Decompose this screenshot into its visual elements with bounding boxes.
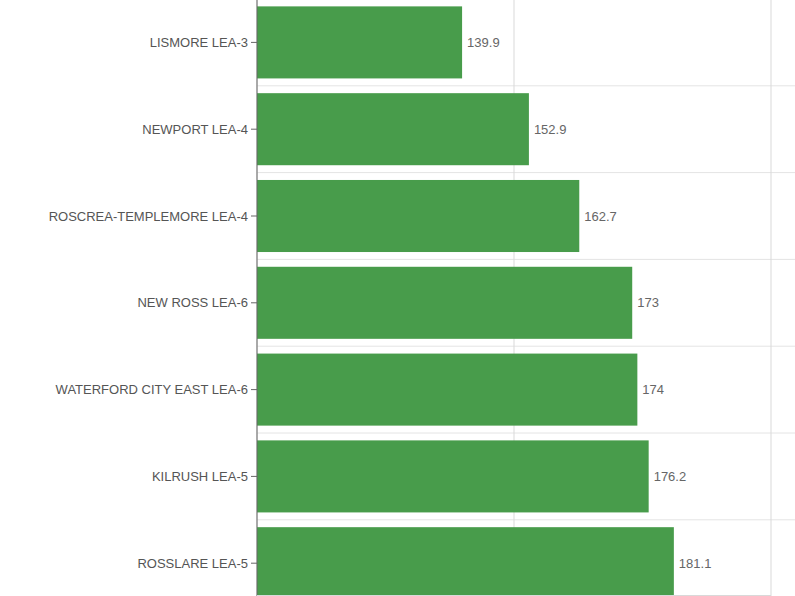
data-label: 139.9 [467,35,500,50]
bar [257,354,637,426]
y-tick [251,216,257,217]
row-separator [257,519,795,520]
data-label: 181.1 [679,556,712,571]
y-tick-label: NEWPORT LEA-4 [142,122,248,137]
x-axis-line [257,595,771,596]
y-tick-label: LISMORE LEA-3 [150,35,248,50]
chart-svg: LISMORE LEA-3 NEWPORT LEA-4 ROSCREA-TEMPLE… [0,0,795,596]
y-tick-label: WATERFORD CITY EAST LEA-6 [56,382,248,397]
y-tick-label: NEW ROSS LEA-6 [137,295,248,310]
y-tick [251,476,257,477]
y-tick-label: ROSSLARE LEA-5 [137,556,248,571]
y-tick [251,389,257,390]
bar [257,440,649,512]
grid-line [257,0,258,596]
bar [257,6,462,78]
data-label: 162.7 [584,209,617,224]
y-tick-label: KILRUSH LEA-5 [152,469,248,484]
bar [257,180,579,252]
row-separator [257,259,795,260]
data-label: 176.2 [654,469,687,484]
chart-container: LISMORE LEA-3 NEWPORT LEA-4 ROSCREA-TEMPLE… [0,0,795,596]
data-label: 152.9 [534,122,567,137]
data-label: 173 [637,295,659,310]
bars [257,6,674,596]
bar [257,93,529,165]
y-tick [251,302,257,303]
y-tick [251,563,257,564]
data-label: 174 [642,382,664,397]
y-axis-line [257,0,258,596]
y-tick [251,42,257,43]
y-tick-label: ROSCREA-TEMPLEMORE LEA-4 [49,209,248,224]
row-separator [257,433,795,434]
row-separator [257,346,795,347]
row-separator [257,85,795,86]
y-tick [251,129,257,130]
grid-line [771,0,772,596]
bar [257,267,632,339]
bar [257,527,674,596]
row-separator [257,172,795,173]
